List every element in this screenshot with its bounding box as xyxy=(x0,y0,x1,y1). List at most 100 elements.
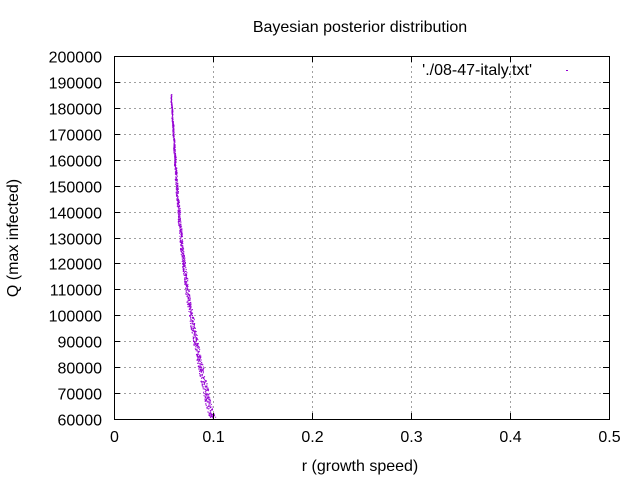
scatter-point xyxy=(199,354,201,356)
scatter-point xyxy=(186,285,188,287)
scatter-point xyxy=(198,351,200,353)
scatter-point xyxy=(189,305,191,307)
scatter-point xyxy=(182,260,184,262)
scatter-point xyxy=(175,176,177,178)
scatter-point xyxy=(174,145,176,147)
scatter-point xyxy=(184,279,186,281)
scatter-point xyxy=(184,266,186,268)
scatter-point xyxy=(174,167,176,169)
scatter-point xyxy=(179,213,181,215)
scatter-point xyxy=(178,219,180,221)
scatter-point xyxy=(194,332,196,334)
scatter-point xyxy=(171,103,173,105)
scatter-point xyxy=(184,281,186,283)
scatter-point xyxy=(188,294,190,296)
scatter-point xyxy=(191,327,193,329)
scatter-point xyxy=(210,410,212,412)
scatter-point xyxy=(182,266,184,268)
scatter-point xyxy=(204,386,206,388)
scatter-point xyxy=(184,268,186,270)
scatter-point xyxy=(176,194,178,196)
scatter-point xyxy=(170,100,172,102)
scatter-point xyxy=(191,315,193,317)
scatter-point xyxy=(198,360,200,362)
scatter-point xyxy=(182,248,184,250)
scatter-point xyxy=(183,268,185,270)
scatter-point xyxy=(193,328,195,330)
scatter-point xyxy=(177,197,179,199)
scatter-point xyxy=(206,406,208,408)
scatter-point xyxy=(194,341,196,343)
scatter-point xyxy=(173,138,175,140)
scatter-point xyxy=(182,263,184,265)
scatter-point xyxy=(171,109,173,111)
scatter-point xyxy=(174,165,176,167)
scatter-point xyxy=(173,127,175,129)
scatter-point xyxy=(175,169,177,171)
scatter-point xyxy=(175,172,177,174)
scatter-point xyxy=(180,223,182,225)
scatter-point xyxy=(195,350,197,352)
scatter-point xyxy=(182,255,184,257)
scatter-point xyxy=(184,271,186,273)
scatter-point xyxy=(209,399,211,401)
scatter-point xyxy=(207,388,209,390)
scatter-point xyxy=(174,163,176,165)
scatter-point xyxy=(190,310,192,312)
scatter-point xyxy=(178,217,180,219)
scatter-point xyxy=(182,249,184,251)
scatter-point xyxy=(210,416,212,418)
scatter-point xyxy=(200,359,202,361)
scatter-point xyxy=(181,236,183,238)
scatter-point xyxy=(179,218,181,220)
legend-entry-marker xyxy=(566,70,568,71)
scatter-point xyxy=(200,370,202,372)
scatter-point xyxy=(208,398,210,400)
scatter-point xyxy=(187,294,189,296)
scatter-point xyxy=(215,416,217,418)
scatter-point xyxy=(189,296,191,298)
scatter-point xyxy=(199,355,201,357)
scatter-point xyxy=(173,152,175,154)
scatter-point xyxy=(197,354,199,356)
scatter-point xyxy=(174,153,176,155)
scatter-point xyxy=(176,167,178,169)
scatter-point xyxy=(194,330,196,332)
scatter-point xyxy=(171,99,173,101)
scatter-point xyxy=(182,252,184,254)
scatter-point xyxy=(201,362,203,364)
scatter-point xyxy=(200,355,202,357)
scatter-point xyxy=(186,289,188,291)
scatter-point xyxy=(199,370,201,372)
scatter-point xyxy=(176,184,178,186)
scatter-point xyxy=(175,181,177,183)
scatter-point xyxy=(175,163,177,165)
scatter-point xyxy=(191,316,193,318)
scatter-point xyxy=(173,151,175,153)
scatter-point xyxy=(199,358,201,360)
scatter-point xyxy=(191,325,193,327)
y-tick-label: 60000 xyxy=(58,413,103,430)
scatter-point xyxy=(201,373,203,375)
scatter-point xyxy=(197,361,199,363)
scatter-point xyxy=(176,197,178,199)
scatter-point xyxy=(211,406,213,408)
scatter-point xyxy=(201,375,203,377)
scatter-point xyxy=(199,356,201,358)
scatter-point xyxy=(172,123,174,125)
scatter-point xyxy=(198,356,200,358)
scatter-point xyxy=(202,368,204,370)
scatter-point xyxy=(185,287,187,289)
scatter-point xyxy=(180,244,182,246)
scatter-point xyxy=(183,255,185,257)
scatter-point xyxy=(199,363,201,365)
scatter-point xyxy=(176,189,178,191)
scatter-point xyxy=(197,351,199,353)
scatter-point xyxy=(179,219,181,221)
scatter-point xyxy=(188,306,190,308)
scatter-point xyxy=(181,233,183,235)
scatter-point xyxy=(178,207,180,209)
scatter-point xyxy=(195,339,197,341)
scatter-point xyxy=(205,405,207,407)
scatter-point xyxy=(175,158,177,160)
